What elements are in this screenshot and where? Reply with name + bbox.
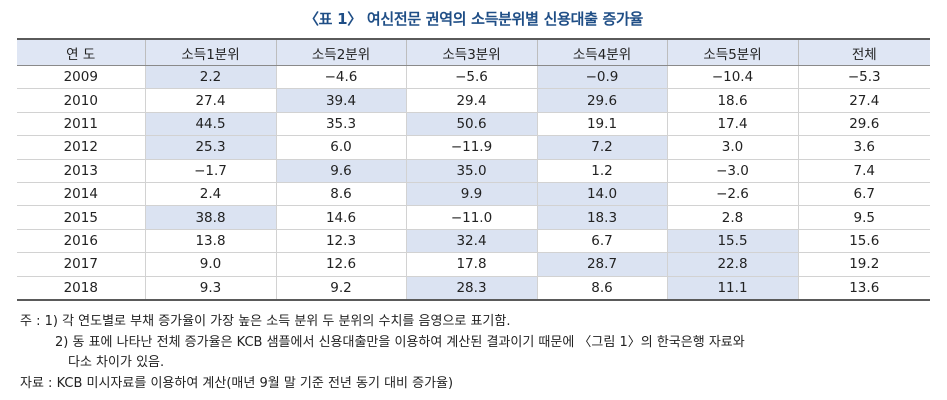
table-row: 2015 38.8 14.6 −11.0 18.3 2.8 9.5: [17, 205, 930, 230]
table-row: 2010 27.4 39.4 29.4 29.6 18.6 27.4: [17, 88, 930, 113]
cell-year: 2013: [17, 159, 146, 183]
table-row: 2009 2.2 −4.6 −5.6 −0.9 −10.4 −5.3: [17, 65, 930, 90]
cell-q5: 2.8: [666, 205, 799, 230]
cell-q2: 35.3: [275, 112, 407, 137]
cell-q2: 14.6: [275, 205, 407, 230]
header-year: 연 도: [17, 38, 146, 66]
cell-total: 3.6: [797, 135, 930, 160]
header-total: 전체: [797, 38, 930, 66]
cell-q3: −5.6: [405, 65, 538, 90]
cell-total: 27.4: [797, 88, 930, 113]
cell-year: 2014: [17, 182, 146, 207]
table-row: 2013 −1.7 9.6 35.0 1.2 −3.0 7.4: [17, 159, 930, 183]
cell-q4: 18.3: [536, 205, 668, 230]
cell-q2: 9.2: [275, 276, 407, 301]
cell-q5: 17.4: [666, 112, 799, 137]
table-row: 2012 25.3 6.0 −11.9 7.2 3.0 3.6: [17, 135, 930, 160]
cell-q3: 17.8: [405, 252, 538, 277]
header-q5: 소득5분위: [666, 38, 799, 66]
cell-total: 9.5: [797, 205, 930, 230]
cell-q4: 8.6: [536, 276, 668, 301]
cell-q1: 25.3: [144, 135, 277, 160]
cell-q1: 13.8: [144, 229, 277, 254]
header-q1: 소득1분위: [144, 38, 277, 66]
cell-q5: 22.8: [666, 252, 799, 277]
table-row: 2017 9.0 12.6 17.8 28.7 22.8 19.2: [17, 252, 930, 277]
notes: 주 : 1) 각 연도별로 부채 증가율이 가장 높은 소득 분위 두 분위의 …: [20, 312, 935, 394]
cell-q2: 39.4: [275, 88, 407, 113]
cell-q1: 9.0: [144, 252, 277, 277]
cell-q4: 14.0: [536, 182, 668, 207]
header-q2: 소득2분위: [275, 38, 407, 66]
cell-year: 2018: [17, 276, 146, 301]
note-1: 주 : 1) 각 연도별로 부채 증가율이 가장 높은 소득 분위 두 분위의 …: [20, 314, 511, 329]
cell-year: 2010: [17, 88, 146, 113]
cell-q2: 8.6: [275, 182, 407, 207]
cell-q5: −2.6: [666, 182, 799, 207]
cell-q1: −1.7: [144, 159, 277, 183]
table-row: 2018 9.3 9.2 28.3 8.6 11.1 13.6: [17, 276, 930, 301]
cell-q4: 19.1: [536, 112, 668, 137]
cell-q3: 28.3: [405, 276, 538, 301]
table-row: 2014 2.4 8.6 9.9 14.0 −2.6 6.7: [17, 182, 930, 207]
header-q4: 소득4분위: [536, 38, 668, 66]
table-header-row: 연 도 소득1분위 소득2분위 소득3분위 소득4분위 소득5분위 전체: [17, 38, 930, 66]
table-row: 2016 13.8 12.3 32.4 6.7 15.5 15.6: [17, 229, 930, 254]
cell-q3: 29.4: [405, 88, 538, 113]
cell-q5: 18.6: [666, 88, 799, 113]
cell-q2: 12.6: [275, 252, 407, 277]
source-note: 자료 : KCB 미시자료를 이용하여 계산(매년 9월 말 기준 전년 동기 …: [20, 375, 454, 391]
cell-total: 7.4: [797, 159, 930, 183]
cell-year: 2009: [17, 65, 146, 90]
cell-q5: −3.0: [666, 159, 799, 183]
cell-q3: 50.6: [405, 112, 538, 137]
cell-q3: −11.0: [405, 205, 538, 230]
cell-q2: 9.6: [275, 159, 407, 183]
cell-year: 2016: [17, 229, 146, 254]
cell-total: 13.6: [797, 276, 930, 301]
cell-total: 6.7: [797, 182, 930, 207]
cell-year: 2012: [17, 135, 146, 160]
data-table: 연 도 소득1분위 소득2분위 소득3분위 소득4분위 소득5분위 전체 200…: [17, 38, 930, 301]
cell-year: 2015: [17, 205, 146, 230]
cell-q4: 6.7: [536, 229, 668, 254]
cell-q4: −0.9: [536, 65, 668, 90]
cell-q3: 35.0: [405, 159, 538, 183]
cell-q2: 12.3: [275, 229, 407, 254]
cell-q5: 15.5: [666, 229, 799, 254]
cell-q4: 29.6: [536, 88, 668, 113]
header-q3: 소득3분위: [405, 38, 538, 66]
cell-q1: 44.5: [144, 112, 277, 137]
note-2-continued: 다소 차이가 있음.: [68, 355, 165, 370]
cell-total: 29.6: [797, 112, 930, 137]
cell-year: 2011: [17, 112, 146, 137]
cell-q1: 2.2: [144, 65, 277, 90]
cell-q4: 28.7: [536, 252, 668, 277]
cell-total: 15.6: [797, 229, 930, 254]
cell-q3: 9.9: [405, 182, 538, 207]
cell-q4: 1.2: [536, 159, 668, 183]
cell-q1: 2.4: [144, 182, 277, 207]
cell-q1: 27.4: [144, 88, 277, 113]
cell-year: 2017: [17, 252, 146, 277]
cell-q2: −4.6: [275, 65, 407, 90]
note-2: 2) 동 표에 나타난 전체 증가율은 KCB 샘플에서 신용대출만을 이용하여…: [55, 334, 745, 350]
cell-q3: −11.9: [405, 135, 538, 160]
cell-total: 19.2: [797, 252, 930, 277]
cell-q5: 3.0: [666, 135, 799, 160]
cell-q1: 9.3: [144, 276, 277, 301]
cell-q5: −10.4: [666, 65, 799, 90]
table-title: 〈표 1〉 여신전문 권역의 소득분위별 신용대출 증가율: [303, 10, 644, 28]
cell-q3: 32.4: [405, 229, 538, 254]
cell-q4: 7.2: [536, 135, 668, 160]
cell-q2: 6.0: [275, 135, 407, 160]
cell-q1: 38.8: [144, 205, 277, 230]
table-row: 2011 44.5 35.3 50.6 19.1 17.4 29.6: [17, 112, 930, 137]
cell-total: −5.3: [797, 65, 930, 90]
cell-q5: 11.1: [666, 276, 799, 301]
